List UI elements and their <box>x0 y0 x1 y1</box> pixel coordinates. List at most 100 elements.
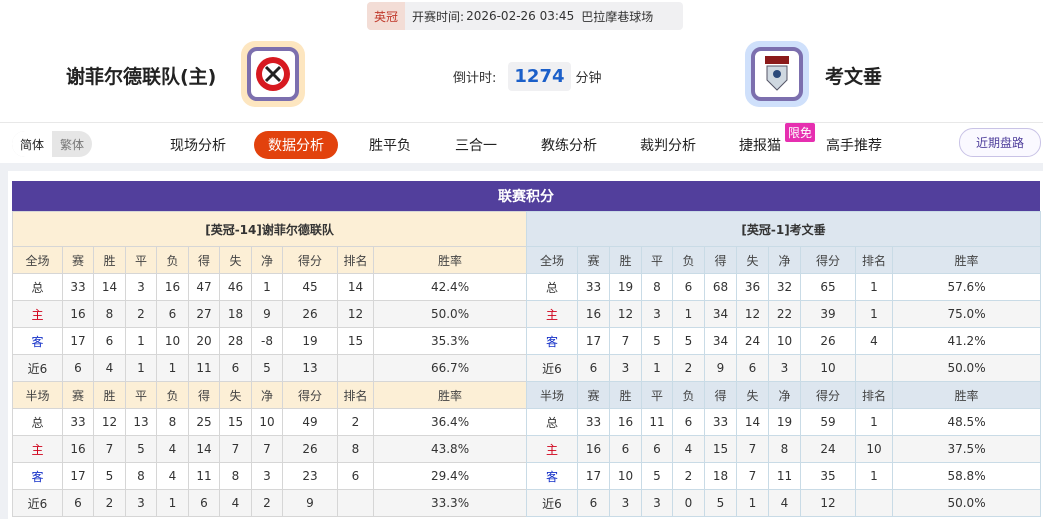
column-header-row: 半场赛胜平负得失净得分 排名 胜率 <box>12 381 528 409</box>
column-header-row: 半场赛胜平负得失净得分 排名 胜率 <box>526 381 1042 409</box>
home-team-name[interactable]: 谢菲尔德联队(主) <box>66 66 217 88</box>
row-label: 总 <box>526 408 578 436</box>
tab-data-analysis[interactable]: 数据分析 <box>254 131 338 159</box>
column-header: 平 <box>641 381 673 409</box>
column-header: 排名 <box>855 246 893 274</box>
table-cell: 1 <box>641 354 673 382</box>
table-cell: 11 <box>641 408 673 436</box>
column-header: 得 <box>188 246 220 274</box>
table-cell: 1 <box>855 462 893 490</box>
table-cell: 17 <box>62 327 94 355</box>
table-row: 主 16 7 5 4 14 7 7 26 8 43.8% <box>12 435 528 463</box>
table-cell: 15 <box>704 435 737 463</box>
tab-live-analysis[interactable]: 现场分析 <box>170 138 226 154</box>
table-cell: 6 <box>62 489 94 517</box>
countdown-label: 倒计时: <box>453 71 497 86</box>
table-cell: 2 <box>672 462 705 490</box>
away-team-logo[interactable] <box>745 41 809 107</box>
column-header: 排名 <box>337 246 374 274</box>
table-row: 客 17 5 8 4 11 8 3 23 6 29.4% <box>12 462 528 490</box>
table-cell: 66.7% <box>372 354 528 382</box>
table-cell <box>337 354 374 382</box>
row-label: 客 <box>12 327 63 355</box>
team-rank-title: [英冠-14]谢菲尔德联队 <box>11 211 528 247</box>
column-header: 失 <box>736 381 769 409</box>
table-cell <box>337 489 374 517</box>
table-cell: 24 <box>736 327 769 355</box>
table-cell: 0 <box>672 489 705 517</box>
table-cell: 4 <box>93 354 126 382</box>
table-cell: 35 <box>800 462 856 490</box>
tab-jiebaomao[interactable]: 捷报猫 <box>739 138 781 154</box>
table-cell: 8 <box>768 435 801 463</box>
column-header: 净 <box>251 381 283 409</box>
column-header: 得分 <box>800 246 856 274</box>
table-row: 近6 6 3 1 2 9 6 3 10 50.0% <box>526 354 1042 382</box>
table-cell: 2 <box>93 489 126 517</box>
row-label: 主 <box>526 300 578 328</box>
table-row: 总 33 12 13 8 25 15 10 49 2 36.4% <box>12 408 528 436</box>
traditional-button[interactable]: 繁体 <box>59 137 84 152</box>
table-cell: 26 <box>282 300 338 328</box>
match-info-bar: 英冠 开赛时间: 2026-02-26 03:45 巴拉摩巷球场 <box>367 2 683 30</box>
column-header: 胜率 <box>891 246 1042 274</box>
tab-expert-picks[interactable]: 高手推荐 <box>826 138 882 154</box>
table-cell: 28 <box>219 327 252 355</box>
simplified-button[interactable]: 简体 <box>12 131 52 157</box>
table-cell: 8 <box>93 300 126 328</box>
column-header: 失 <box>219 381 252 409</box>
table-row: 总 33 16 11 6 33 14 19 59 1 48.5% <box>526 408 1042 436</box>
table-cell: 8 <box>337 435 374 463</box>
away-team-name[interactable]: 考文垂 <box>825 66 883 88</box>
table-cell: 18 <box>219 300 252 328</box>
table-cell: 9 <box>251 300 283 328</box>
tab-win-draw-loss[interactable]: 胜平负 <box>369 138 411 154</box>
recent-handicap-button[interactable]: 近期盘路 <box>959 128 1041 157</box>
table-cell: 4 <box>768 489 801 517</box>
column-header: 胜率 <box>372 381 528 409</box>
table-cell: 33 <box>577 273 610 301</box>
table-cell: 9 <box>282 489 338 517</box>
column-header: 得分 <box>800 381 856 409</box>
full-label: 全场 <box>526 246 578 274</box>
table-cell: 16 <box>62 435 94 463</box>
team-header-row: [英冠-14]谢菲尔德联队 <box>11 211 528 247</box>
table-cell: 15 <box>337 327 374 355</box>
table-cell: 8 <box>641 273 673 301</box>
table-cell: 4 <box>672 435 705 463</box>
table-cell: 5 <box>641 462 673 490</box>
countdown-unit: 分钟 <box>575 71 602 86</box>
table-cell: 7 <box>219 435 252 463</box>
home-standings-table: [英冠-14]谢菲尔德联队 全场赛胜平负得失净得分 排名 胜率总 33 14 3 16 47 46… <box>11 211 528 517</box>
table-cell: 4 <box>156 462 189 490</box>
column-header-row: 全场赛胜平负得失净得分 排名 胜率 <box>526 246 1042 274</box>
table-cell: 6 <box>62 354 94 382</box>
table-cell: 8 <box>156 408 189 436</box>
table-cell: 4 <box>219 489 252 517</box>
table-cell: 37.5% <box>891 435 1042 463</box>
tab-referee-analysis[interactable]: 裁判分析 <box>640 138 696 154</box>
table-cell: 5 <box>672 327 705 355</box>
league-tag[interactable]: 英冠 <box>367 2 406 30</box>
table-cell: 6 <box>641 435 673 463</box>
home-team-logo[interactable] <box>241 41 305 107</box>
table-cell: 47 <box>188 273 220 301</box>
table-cell: 75.0% <box>891 300 1042 328</box>
tab-coach-analysis[interactable]: 教练分析 <box>541 138 597 154</box>
table-cell: 3 <box>609 354 642 382</box>
away-standings-table: [英冠-1]考文垂 全场赛胜平负得失净得分 排名 胜率总 33 19 8 6 68 36 32 65 1… <box>525 211 1042 517</box>
table-cell: 5 <box>125 435 157 463</box>
column-header: 失 <box>219 246 252 274</box>
table-cell: 6 <box>156 300 189 328</box>
table-cell: 6 <box>577 489 610 517</box>
table-cell: 12 <box>800 489 856 517</box>
table-cell: 49 <box>282 408 338 436</box>
table-cell: 1 <box>156 489 189 517</box>
table-cell: 5 <box>704 489 737 517</box>
tab-three-in-one[interactable]: 三合一 <box>455 138 497 154</box>
table-cell: 12 <box>93 408 126 436</box>
table-cell: 2 <box>251 489 283 517</box>
table-row: 主 16 8 2 6 27 18 9 26 12 50.0% <box>12 300 528 328</box>
column-header: 净 <box>768 246 801 274</box>
table-cell: 8 <box>219 462 252 490</box>
